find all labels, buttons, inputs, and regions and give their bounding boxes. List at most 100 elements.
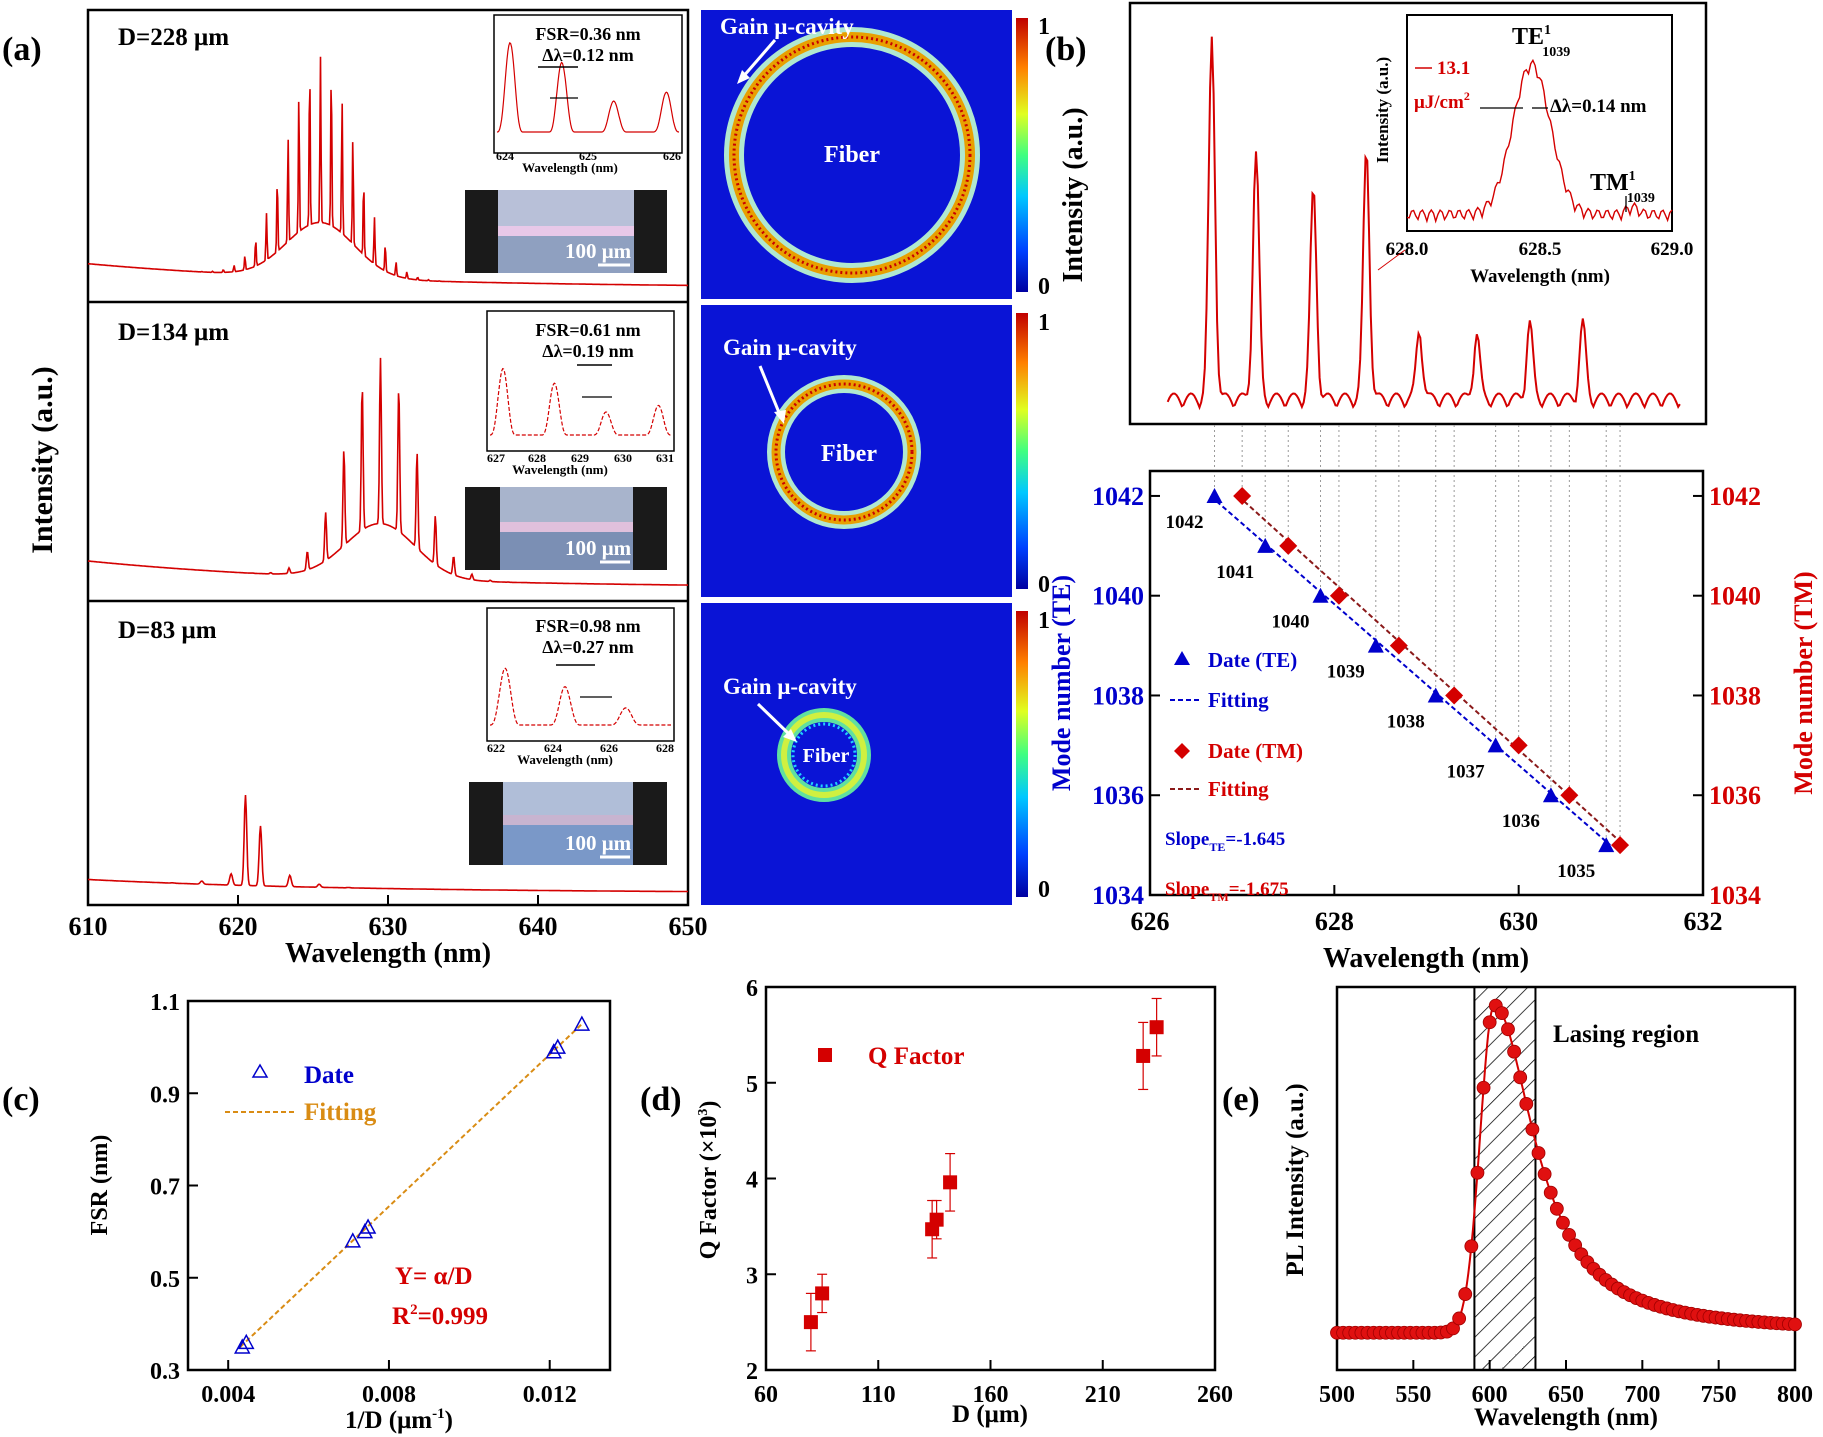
gain-arrowhead-2 [774,410,786,424]
te-point-1036 [1542,787,1559,803]
pl-curve [1337,1004,1795,1334]
panel-c: (c) 0.004 0.008 0.012 0.3 0.5 0.7 0.9 1.1 FSR (… [2,990,612,1434]
pl-point-22 [1464,1239,1479,1254]
x-tick-label-c-2: 0.012 [523,1382,577,1408]
inset-tick-a3-3: 628 [656,741,674,755]
panel-d-xlabel: D (μm) [952,1401,1028,1428]
te-point-1040 [1312,587,1329,603]
x-tick-label-d-1: 110 [861,1382,896,1408]
legend-c-fit: Fitting [304,1099,377,1126]
x-tick-label-a-630: 630 [369,912,408,941]
te-point-1038 [1427,687,1444,703]
x-tick-label-e-6: 800 [1777,1382,1813,1408]
y-tick-label-b-left-1036: 1036 [1092,781,1144,810]
panel-b-ylabel-left: Mode number (TE) [1047,575,1076,791]
tm-sup: 1 [1629,169,1636,184]
panel-d-ylabel-text: Q Factor (×10 [696,1116,722,1260]
tm-point-1035 [1611,836,1630,855]
pl-point-36 [1549,1201,1564,1216]
inset-b: Intensity (a.u.) 628.0 628.5 629.0 Wavel… [1373,14,1693,287]
panel-d-label: (d) [640,1081,682,1118]
pl-point-25 [1482,1015,1497,1030]
panel-a-xlabel: Wavelength (nm) [285,938,491,969]
inset-b-spectrum [1406,58,1673,224]
scale-bar-a3: 100 μm [565,831,632,855]
te-point-label-1040: 1040 [1272,612,1310,633]
te-sub: 1039 [1542,45,1570,60]
q-point-1 [815,1286,830,1301]
gain-arrow-1 [740,39,777,79]
colorbar-2 [1016,313,1028,589]
lasing-region-label: Lasing region [1553,1021,1699,1048]
te-point-1035 [1598,837,1615,853]
x-tick-label-d-3: 210 [1085,1382,1121,1408]
inset-tick-a2-2: 629 [571,451,589,465]
inset-tick-a3-2: 626 [600,741,618,755]
inset-b-tick-1: 628.5 [1519,239,1562,260]
gain-arrow-2 [758,365,782,416]
fit-line-b-te [1209,495,1611,846]
te-point-label-1041: 1041 [1216,562,1254,583]
legend-tm: Date (TM) [1208,739,1303,763]
fsr-point-7 [573,1015,591,1031]
inset-tick-a1-0: 624 [496,149,514,163]
inset-xlabel-a2: Wavelength (nm) [512,462,608,477]
inset-frame-a3 [486,607,675,742]
te-text: TE [1512,24,1544,50]
te-point-1037 [1487,737,1504,753]
q-point-3 [929,1212,944,1227]
scale-bar-a2: 100 μm [565,536,632,560]
te-point-label-1042: 1042 [1166,512,1204,533]
x-tick-label-b-632: 632 [1684,907,1723,936]
scale-bar-a1: 100 μm [565,239,632,263]
fsr-label-1: FSR=0.36 nm [535,24,640,44]
y-tick-label-b-right-1042: 1042 [1709,482,1761,511]
legend-d-marker [818,1048,832,1062]
tm-mode-label: TM1 1039 [1590,169,1655,206]
fit-line-b-tm [1237,495,1625,846]
panel-d-frame [764,985,1217,1372]
te-point-label-1038: 1038 [1387,711,1425,732]
x-tick-label-a-610: 610 [69,912,108,941]
inset-b-ylabel: Intensity (a.u.) [1373,57,1392,163]
fsr-point-2 [344,1232,362,1248]
inset-b-frame [1406,14,1673,232]
gain-label-1: Gain μ-cavity [720,14,854,39]
te-point-1042 [1206,487,1223,503]
colorbar-2-top: 1 [1038,310,1050,336]
panel-c-xlabel-end: ) [445,1407,453,1434]
r2-c-text: R [392,1303,411,1330]
pl-point-20 [1452,1311,1467,1326]
panel-a-ylabel: Intensity (a.u.) [26,366,59,554]
fsr-point-6 [549,1038,567,1054]
te-sup: 1 [1544,23,1551,38]
slope-te-val: =-1.645 [1225,829,1285,850]
pump-unit-text: μJ/cm [1414,92,1464,113]
cavity-map-3: Gain μ-cavity Fiber 1 0 [701,603,1050,905]
panel-b-bottom-frame [1148,469,1705,897]
y-tick-label-c-1: 0.5 [150,1267,180,1293]
cavity-map-1: Gain μ-cavity Fiber 1 0 [701,10,1050,300]
tm-point-1036 [1560,786,1579,805]
spectrum-line-a3 [88,794,688,893]
panel-d-ylabel-sup: 3 [696,1109,711,1116]
dl-label-3: Δλ=0.27 nm [542,637,633,657]
pl-point-38 [1562,1227,1576,1242]
inset-xlabel-a3: Wavelength (nm) [517,752,613,767]
x-tick-label-d-0: 60 [754,1382,778,1408]
tm-point-1038 [1445,686,1464,705]
y-tick-label-d-2: 4 [746,1168,758,1194]
tm-sub: 1039 [1627,191,1655,206]
tm-text: TM [1590,170,1629,196]
pl-point-19 [1446,1321,1460,1336]
panel-c-xlabel-sup: -1 [432,1406,445,1422]
fiber-label-2: Fiber [821,441,877,467]
panel-d-ylabel-end: ) [696,1101,722,1109]
colorbar-1 [1016,18,1028,292]
r2-c: R2=0.999 [392,1302,488,1330]
x-tick-label-b-630: 630 [1499,907,1538,936]
y-tick-label-b-right-1034: 1034 [1709,881,1761,910]
x-tick-label-a-650: 650 [669,912,708,941]
x-tick-label-e-2: 600 [1472,1382,1508,1408]
panel-a: (a) Intensity (a.u.) 610 620 630 640 650 Wav… [2,8,708,969]
